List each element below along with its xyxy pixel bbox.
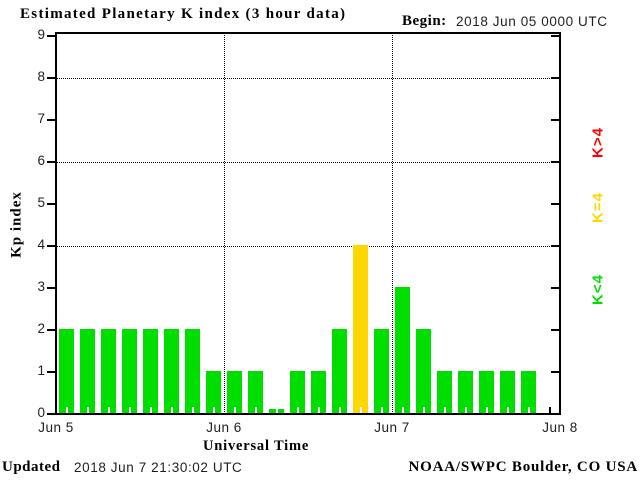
kp-bar	[185, 329, 200, 413]
legend-item-k-lt-4: K<4	[589, 274, 607, 305]
x-minor-tick	[149, 407, 152, 413]
y-axis-tick	[551, 287, 560, 289]
y-axis-tick	[47, 119, 56, 121]
x-minor-tick	[401, 407, 404, 413]
y-tick-label: 8	[37, 69, 45, 84]
x-day-label: Jun 6	[206, 420, 242, 435]
x-day-label: Jun 7	[374, 420, 410, 435]
x-minor-tick	[317, 407, 320, 413]
footer-updated-label: Updated	[2, 459, 61, 475]
x-minor-tick	[422, 407, 425, 413]
y-axis-tick	[551, 371, 560, 373]
y-tick-label: 0	[37, 405, 45, 420]
gridline-horizontal	[56, 162, 560, 163]
kp-bar	[500, 371, 515, 413]
x-minor-tick	[380, 407, 383, 413]
y-axis-tick	[47, 287, 56, 289]
y-axis-tick	[551, 119, 560, 121]
y-axis-label: Kp index	[8, 191, 25, 258]
x-minor-tick	[443, 407, 446, 413]
kp-bar	[437, 371, 452, 413]
x-day-label: Jun 5	[38, 420, 74, 435]
kp-bar	[416, 329, 431, 413]
x-minor-tick	[191, 407, 194, 413]
y-axis-tick	[47, 245, 56, 247]
kp-bar	[311, 371, 326, 413]
y-tick-label: 2	[37, 321, 45, 336]
y-axis-tick	[551, 203, 560, 205]
x-minor-tick	[464, 407, 467, 413]
y-axis-tick	[551, 35, 560, 37]
kp-bar	[101, 329, 116, 413]
gridline-vertical	[224, 33, 225, 414]
x-minor-tick	[86, 407, 89, 413]
x-axis-label: Universal Time	[203, 438, 310, 454]
y-axis-tick	[47, 35, 56, 37]
y-tick-label: 4	[37, 237, 45, 252]
x-minor-tick	[233, 407, 236, 413]
x-minor-tick	[254, 407, 257, 413]
gridline-horizontal	[56, 246, 560, 247]
gridline-vertical	[392, 33, 393, 414]
legend-item-k-gt-4: K>4	[589, 127, 607, 158]
footer-updated-value: 2018 Jun 7 21:30:02 UTC	[74, 460, 243, 475]
y-axis-tick	[551, 329, 560, 331]
kp-bar	[227, 371, 242, 413]
y-axis-tick	[551, 77, 560, 79]
y-tick-label: 1	[37, 363, 45, 378]
begin-value: 2018 Jun 05 0000 UTC	[456, 14, 608, 29]
x-minor-tick	[212, 407, 215, 413]
y-tick-label: 3	[37, 279, 45, 294]
kp-bar	[143, 329, 158, 413]
legend-item-k-eq-4: K=4	[589, 192, 607, 223]
y-tick-label: 9	[37, 27, 45, 42]
x-minor-tick	[338, 407, 341, 413]
kp-bar	[164, 329, 179, 413]
kp-bar	[290, 371, 305, 413]
gridline-horizontal	[56, 78, 560, 79]
x-minor-tick	[548, 407, 551, 413]
kp-bar	[521, 371, 536, 413]
kp-bar	[479, 371, 494, 413]
y-tick-label: 5	[37, 195, 45, 210]
y-axis-tick	[47, 413, 56, 415]
y-axis-tick	[551, 161, 560, 163]
kp-bar	[458, 371, 473, 413]
begin-label: Begin:	[402, 13, 447, 29]
y-axis-tick	[551, 245, 560, 247]
x-minor-tick	[296, 407, 299, 413]
y-axis-tick	[47, 371, 56, 373]
y-tick-label: 7	[37, 111, 45, 126]
kp-bar	[122, 329, 137, 413]
x-minor-tick	[275, 407, 278, 413]
y-axis-tick	[47, 161, 56, 163]
kp-bar	[332, 329, 347, 413]
x-minor-tick	[506, 407, 509, 413]
kp-bar	[395, 287, 410, 413]
x-minor-tick	[485, 407, 488, 413]
kp-bar	[59, 329, 74, 413]
y-axis-tick	[47, 77, 56, 79]
x-minor-tick	[107, 407, 110, 413]
x-day-label: Jun 8	[542, 420, 578, 435]
y-axis-tick	[47, 203, 56, 205]
x-minor-tick	[65, 407, 68, 413]
kp-bar	[206, 371, 221, 413]
y-axis-tick	[47, 329, 56, 331]
y-tick-label: 6	[37, 153, 45, 168]
x-minor-tick	[359, 407, 362, 413]
x-minor-tick	[170, 407, 173, 413]
chart-title: Estimated Planetary K index (3 hour data…	[20, 6, 347, 22]
kp-bar	[248, 371, 263, 413]
x-minor-tick	[527, 407, 530, 413]
kp-bar	[353, 245, 368, 413]
kp-bar	[80, 329, 95, 413]
kp-bar	[374, 329, 389, 413]
x-minor-tick	[128, 407, 131, 413]
plot-area-border	[55, 32, 561, 415]
footer-credit: NOAA/SWPC Boulder, CO USA	[408, 459, 638, 475]
